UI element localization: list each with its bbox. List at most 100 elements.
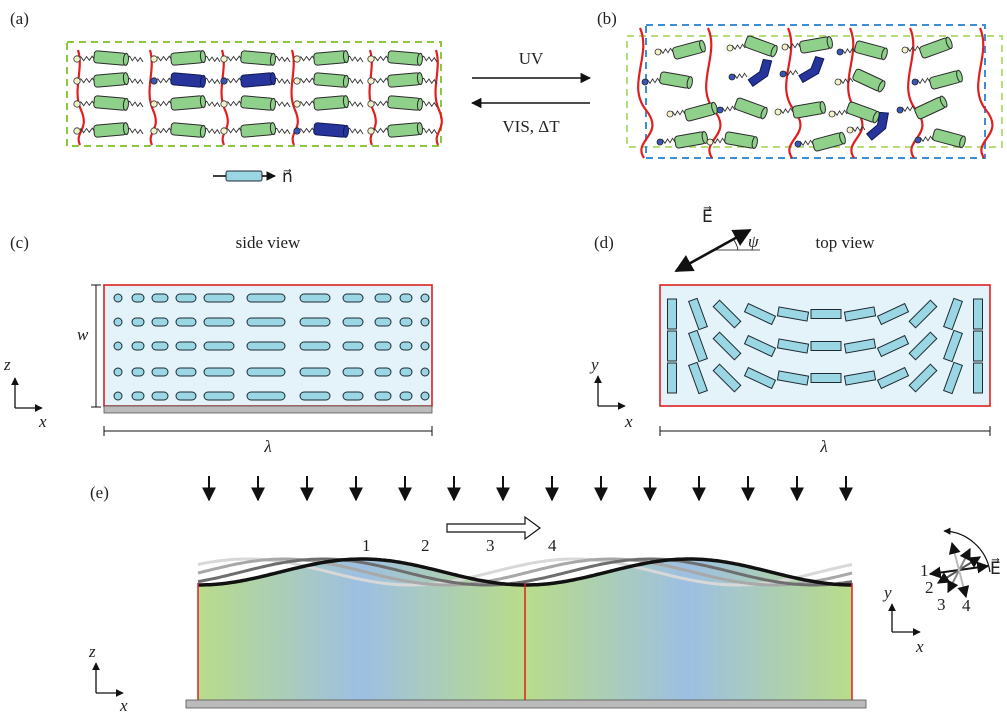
crosslink-node: [656, 138, 664, 146]
axis-x-e2: x: [915, 637, 924, 656]
polymer-chain: [290, 49, 299, 146]
lc-rod: [203, 341, 235, 351]
polymer-chain: [148, 49, 157, 146]
crosslink-node: [641, 78, 649, 86]
lc-rod: [973, 362, 983, 394]
side-view-rods: [113, 293, 430, 401]
polymer-chain: [705, 27, 722, 159]
lc-rod: [175, 293, 197, 303]
crosslink-node: [726, 44, 734, 52]
spacer-chain: [371, 55, 390, 62]
lc-rod: [810, 373, 842, 383]
lc-rod: [876, 302, 910, 326]
deformed-box-b: [645, 24, 986, 159]
transition: UV VIS, ΔT: [470, 49, 592, 136]
lc-rod: [299, 341, 331, 351]
lc-rod: [113, 367, 123, 377]
lc-rod: [374, 341, 392, 351]
wave-label-4: 4: [548, 536, 557, 555]
spacer-chain: [77, 127, 96, 134]
lc-rod: [342, 367, 364, 377]
spacer-chain: [224, 127, 243, 134]
lc-rod: [342, 341, 364, 351]
polymer-chain: [637, 27, 654, 159]
mesogen: [240, 95, 276, 111]
lc-rod: [973, 330, 983, 362]
lc-rod: [299, 317, 331, 327]
vis-label: VIS, ΔT: [502, 117, 560, 136]
lc-rod: [420, 367, 430, 377]
substrate-e: [185, 699, 867, 709]
lc-rod: [943, 297, 963, 331]
mesogen: [387, 50, 423, 66]
spacer-chain: [420, 127, 438, 135]
bent-mesogen: [798, 56, 825, 84]
mesogen: [919, 36, 953, 59]
spacer-chain: [420, 77, 438, 85]
mesogen: [854, 40, 888, 61]
uv-label: UV: [519, 49, 544, 68]
axis-z-c: z: [3, 355, 11, 374]
spacer-chain: [224, 55, 243, 62]
mesogen: [170, 95, 206, 111]
panel-c-label: (c): [10, 233, 29, 252]
crosslink-node: [150, 55, 158, 63]
mesogen: [93, 95, 129, 111]
crosslink-node: [911, 78, 919, 86]
lc-rod: [131, 367, 145, 377]
wave-label-1: 1: [362, 536, 371, 555]
mesogen: [846, 101, 880, 124]
lc-rod: [667, 362, 677, 394]
lc-rod: [943, 329, 963, 363]
film-left: [198, 559, 525, 700]
crosslink-node: [828, 110, 836, 118]
polymer-chain: [434, 49, 443, 146]
mesogen: [684, 101, 718, 122]
lc-rod: [374, 317, 392, 327]
lc-rod: [667, 298, 677, 330]
spacer-chain: [77, 77, 96, 84]
crosslink-node: [293, 100, 301, 108]
rot-label-1: 1: [920, 561, 929, 580]
lc-rod: [203, 293, 235, 303]
width-symbol: w: [77, 325, 89, 344]
network-box-a: [66, 41, 442, 147]
axis-z-e: z: [88, 642, 96, 661]
spacer-chain: [346, 55, 364, 63]
crosslink-node: [150, 127, 158, 135]
lc-rod: [688, 361, 708, 395]
lc-rod: [810, 341, 842, 351]
spacer-chain: [371, 77, 390, 84]
spacer-chain: [154, 100, 173, 107]
lc-rod: [810, 309, 842, 319]
axis-x-c: x: [38, 412, 47, 431]
spacer-chain: [371, 100, 390, 107]
lc-rod: [399, 367, 413, 377]
lc-rod: [743, 334, 777, 358]
lc-rod: [203, 317, 235, 327]
lc-rod: [131, 293, 145, 303]
field-double-arrow-icon: [674, 228, 752, 273]
lc-rod: [151, 391, 169, 401]
polymer-chain: [220, 49, 229, 146]
side-view-title: side view: [236, 233, 301, 252]
crosslink-node: [73, 127, 81, 135]
mesogen: [240, 122, 276, 138]
crosslink-node: [73, 55, 81, 63]
panel-c: (c) side view w λ z x: [3, 233, 433, 456]
lc-rod: [246, 367, 286, 377]
lc-rod: [246, 391, 286, 401]
mesogen: [852, 68, 886, 93]
mesogen: [914, 95, 948, 120]
lc-rod: [399, 293, 413, 303]
crosslink-node: [293, 127, 301, 135]
mesogen: [93, 122, 129, 138]
rot-label-2: 2: [925, 578, 934, 597]
spacer-chain: [273, 55, 291, 63]
mesogen: [240, 50, 276, 66]
lc-rod: [175, 341, 197, 351]
spacer-chain: [297, 77, 316, 84]
lc-rod: [908, 299, 938, 329]
lc-rod: [151, 293, 169, 303]
panel-d: (d) top view E⃗ ψ λ y x: [589, 206, 991, 456]
